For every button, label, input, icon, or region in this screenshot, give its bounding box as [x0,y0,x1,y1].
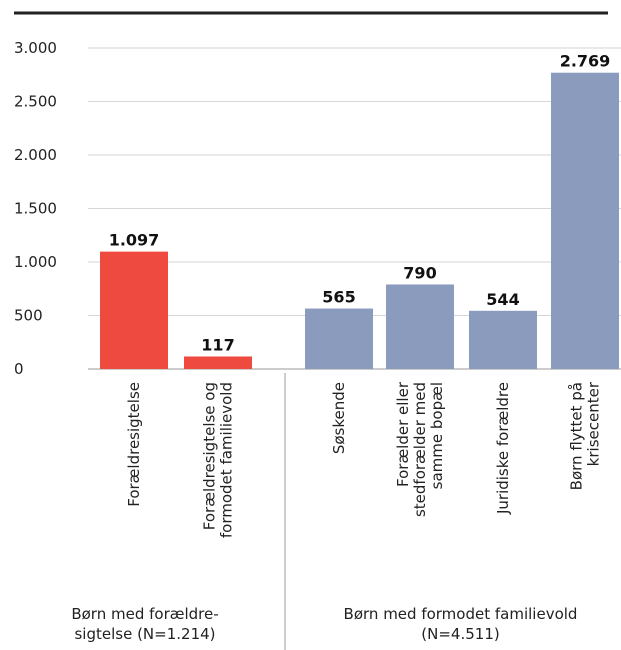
data-label: 2.769 [560,52,611,71]
y-tick-label: 0 [14,360,24,378]
y-tick-label: 2.500 [14,93,57,111]
bars [100,72,619,369]
bar [305,308,373,369]
category-labels: Forældresigtelse Forældresigtelse og formo… [125,381,603,538]
category-label: Forældresigtelse og [201,382,219,530]
category-label: Juridiske forældre [494,382,512,515]
data-label: 117 [201,335,234,354]
bar [551,72,619,369]
group-label-foraeldresigtelse: Børn med forældre- sigtelse (N=1.214) [20,604,270,644]
data-label: 790 [403,263,436,282]
data-labels: 1.097 117 565 790 544 2.769 [109,52,611,355]
category-label: Forældresigtelse [125,382,143,507]
y-tick-label: 2.000 [14,146,57,164]
data-label: 565 [322,288,355,307]
category-label: stedforælder med [411,382,429,517]
category-label: Børn flyttet på [568,382,586,490]
y-tick-label: 1.500 [14,200,57,218]
category-label: formodet familievold [218,382,236,538]
gridlines [88,47,621,370]
y-tick-label: 1.000 [14,253,57,271]
group-label-line: (N=4.511) [421,625,500,643]
bar [100,251,168,369]
category-label: samme bopæl [428,382,446,489]
group-label-line: Børn med forældre- [71,605,219,623]
bar [386,284,454,369]
y-tick-label: 500 [14,307,43,325]
data-label: 1.097 [109,231,160,250]
bar [469,310,537,369]
bar [184,356,252,369]
group-label-familievold: Børn med formodet familievold (N=4.511) [300,604,621,644]
y-tick-label: 3.000 [14,39,57,57]
y-axis-tick-labels: 3.000 2.500 2.000 1.500 1.000 500 0 [14,39,57,378]
group-label-line: sigtelse (N=1.214) [74,625,216,643]
category-label: Forælder eller [394,381,412,487]
category-label: Søskende [330,382,348,454]
category-label: krisecenter [585,381,603,466]
group-label-line: Børn med formodet familievold [343,605,578,623]
data-label: 544 [486,290,519,309]
